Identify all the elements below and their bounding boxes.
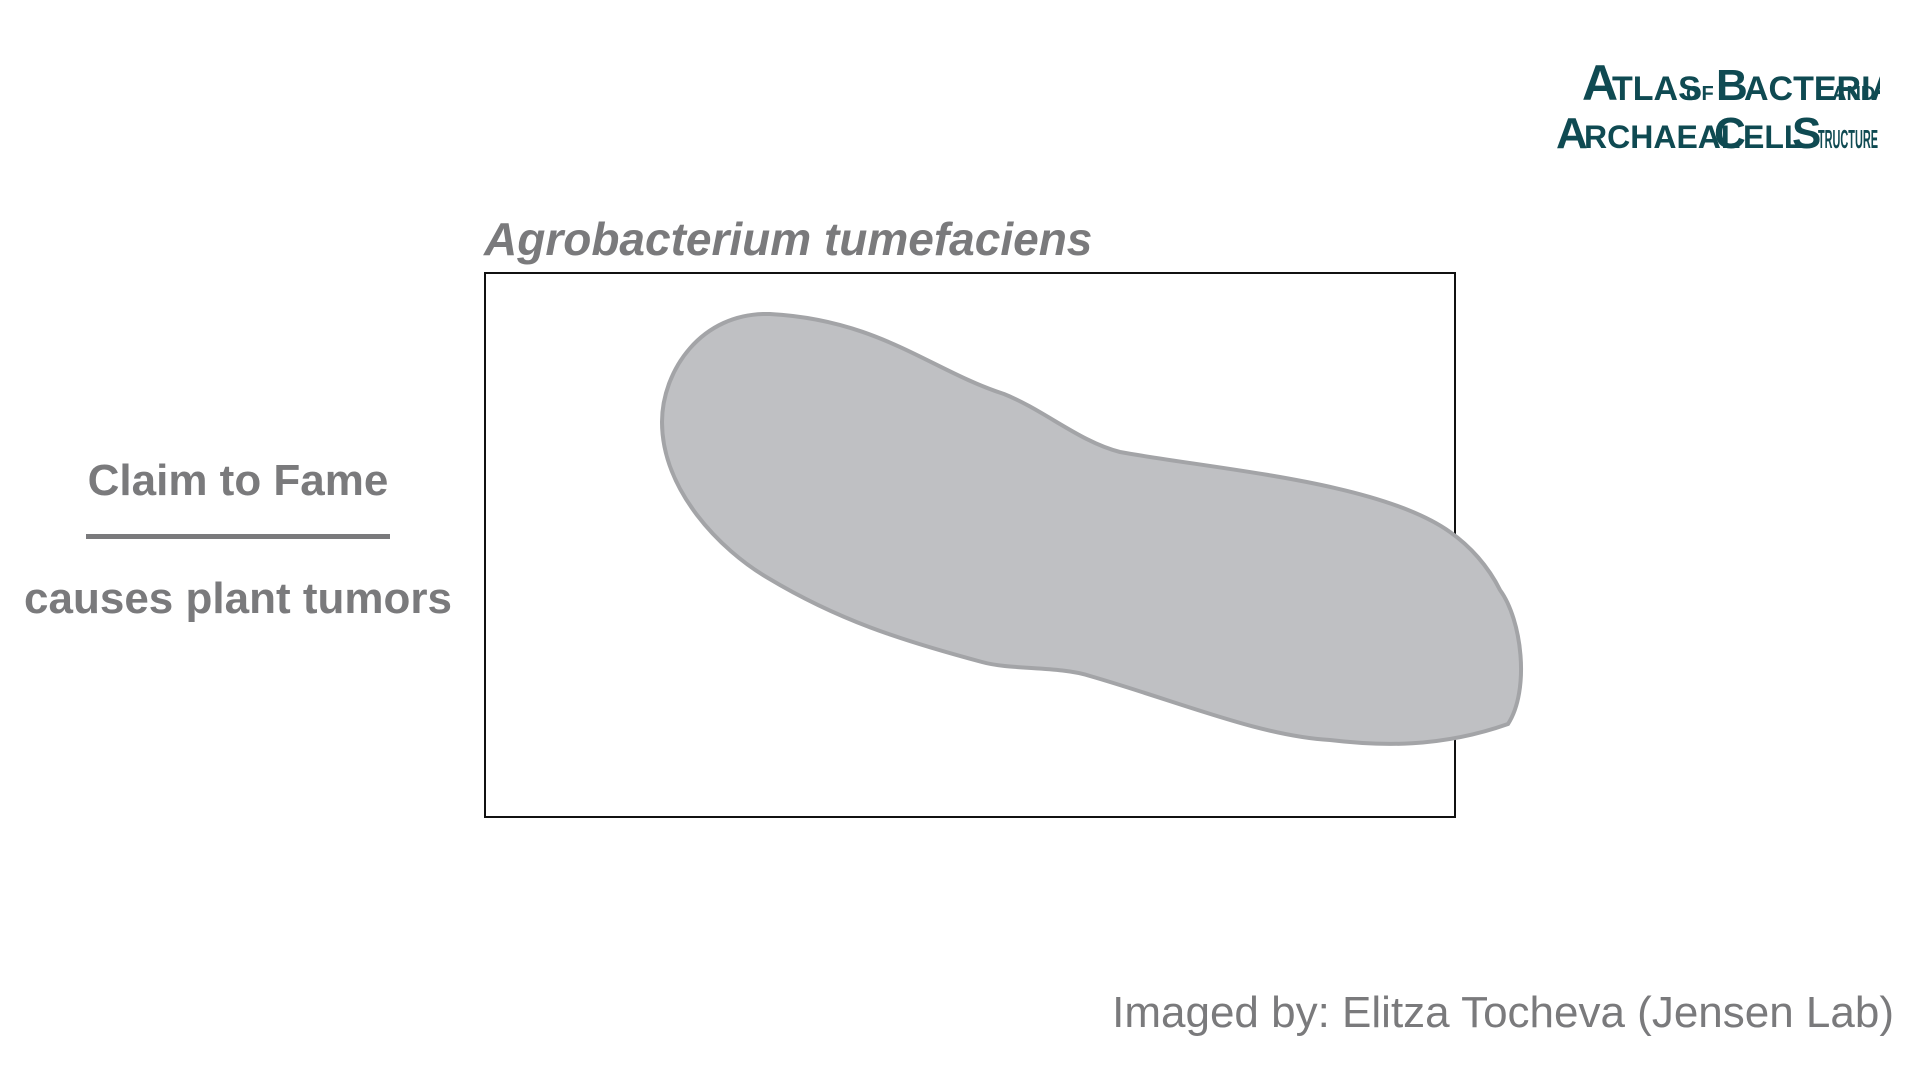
logo-word-of: OF: [1686, 83, 1714, 105]
logo-word-bacterial: ACTERIAL: [1744, 70, 1880, 108]
claim-to-fame-text: causes plant tumors: [24, 574, 452, 623]
logo-letter: S: [1792, 109, 1821, 158]
atlas-logo: A TLAS OF B ACTERIAL AND A RCHAEAL C ELL…: [1540, 60, 1880, 160]
organism-name: Agrobacterium tumefaciens: [484, 213, 1093, 265]
logo-letter: A: [1556, 109, 1588, 158]
atlas-logo-graphic: A TLAS OF B ACTERIAL AND A RCHAEAL C ELL…: [1556, 60, 1880, 158]
logo-word-structure: TRUCTURE: [1818, 124, 1878, 154]
logo-word-archaeal: RCHAEAL: [1584, 119, 1740, 155]
claim-to-fame-heading: Claim to Fame: [87, 456, 389, 505]
logo-letter: B: [1716, 61, 1748, 110]
logo-letter: C: [1714, 109, 1746, 158]
logo-word-cell: ELL: [1743, 119, 1803, 155]
image-frame: [484, 272, 1456, 818]
logo-word-atlas: TLAS: [1612, 70, 1701, 108]
logo-word-and: AND: [1832, 83, 1875, 105]
image-credit: Imaged by: Elitza Tocheva (Jensen Lab): [1112, 988, 1894, 1037]
heading-divider: [86, 534, 390, 539]
logo-letter: A: [1582, 60, 1618, 111]
